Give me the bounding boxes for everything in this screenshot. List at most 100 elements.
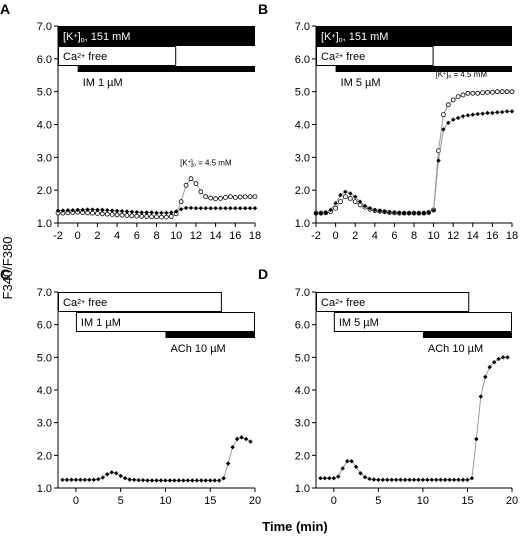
treatment-bar-label: Ca2+ free xyxy=(63,51,107,63)
data-point xyxy=(357,199,363,204)
data-point xyxy=(131,477,137,483)
data-point xyxy=(323,210,328,216)
data-point xyxy=(96,476,101,482)
data-point xyxy=(237,194,243,200)
data-point xyxy=(91,477,97,483)
data-point xyxy=(338,192,343,198)
treatment-bar-label-base: Ca xyxy=(63,51,78,63)
x-tick-label: -2 xyxy=(311,230,321,242)
treatment-bar-label: [K+]o, 151 mM xyxy=(321,31,388,44)
treatment-bar-label-base: Ca xyxy=(321,51,336,63)
data-point xyxy=(367,476,372,482)
y-tick-label: 3.0 xyxy=(37,152,52,164)
data-point xyxy=(118,473,123,479)
data-point xyxy=(487,364,492,370)
treatment-bar-label-base: IM 5 µM xyxy=(339,317,379,329)
data-point xyxy=(78,477,83,483)
y-tick-label: 5.0 xyxy=(37,352,52,364)
x-tick-label: 14 xyxy=(209,230,221,242)
data-point xyxy=(104,211,110,217)
data-point xyxy=(504,89,510,95)
series-line xyxy=(62,436,251,481)
data-point xyxy=(327,476,332,481)
annotation-label: [K+]o = 4.5 mM xyxy=(180,159,232,169)
data-point xyxy=(331,476,337,481)
data-point xyxy=(376,477,381,483)
data-point xyxy=(129,209,135,215)
treatment-bar-label-base: ACh 10 µM xyxy=(170,343,225,355)
data-point xyxy=(342,194,348,200)
data-point xyxy=(100,475,105,480)
y-tick-label: 7.0 xyxy=(295,21,310,33)
data-point xyxy=(144,210,149,215)
y-tick-label: 7.0 xyxy=(37,21,52,33)
y-axis-label: F340/F380 xyxy=(0,237,15,300)
data-point xyxy=(221,476,226,481)
y-tick-label: 4.0 xyxy=(295,385,310,397)
y-tick-label: 2.0 xyxy=(37,185,52,197)
data-point xyxy=(85,207,90,212)
data-point xyxy=(475,111,480,117)
data-point xyxy=(124,209,130,214)
treatment-bar xyxy=(422,332,512,338)
series-filled xyxy=(55,205,258,216)
data-point xyxy=(223,206,228,211)
treatment-bar-label: IM 5 µM xyxy=(339,317,379,329)
treatment-bar-label-rest: ] xyxy=(336,31,339,43)
data-point xyxy=(158,478,164,483)
annotation-label-rest: ] xyxy=(191,159,193,168)
data-point xyxy=(114,212,120,218)
data-point xyxy=(434,477,439,483)
data-point xyxy=(100,207,105,213)
treatment-bar-label-base: [K xyxy=(321,31,332,43)
data-point xyxy=(480,111,485,116)
data-point xyxy=(145,478,150,483)
data-point xyxy=(208,195,214,201)
y-tick-label: 6.0 xyxy=(295,54,310,66)
treatment-bar-label: ACh 10 µM xyxy=(170,343,225,355)
y-tick-label: 1.0 xyxy=(295,218,310,230)
x-tick-label: 0 xyxy=(75,230,81,242)
y-tick-label: 5.0 xyxy=(295,87,310,99)
data-point xyxy=(188,205,194,211)
panel-a: A 1.0 2.0 3.0 4.0 5.0 6.0 7.0 -2 0 2 4 6 8 10 12 14 16 18 [… xyxy=(0,1,261,242)
data-point xyxy=(358,471,363,476)
data-point xyxy=(234,436,240,442)
annotation-label-tail: = 4.5 mM xyxy=(196,159,232,168)
data-point xyxy=(499,89,505,95)
y-tick-label: 6.0 xyxy=(295,320,310,332)
data-point xyxy=(469,476,475,481)
treatment-bar-label: IM 1 µM xyxy=(83,77,123,89)
data-point xyxy=(154,210,159,216)
treatment-bar-label-tail: , 151 mM xyxy=(85,31,131,43)
panel-c: C 1.0 2.0 3.0 4.0 5.0 6.0 7.0 0 5 10 15 20 Ca2+ free I… xyxy=(0,266,261,507)
data-point xyxy=(336,474,341,479)
data-point xyxy=(172,478,177,483)
treatment-bar xyxy=(58,292,222,312)
x-tick-label: 18 xyxy=(506,230,518,242)
data-point xyxy=(193,206,199,211)
treatment-bar-label: IM 5 µM xyxy=(341,77,381,89)
data-point xyxy=(194,478,199,483)
data-point xyxy=(446,120,451,126)
data-point xyxy=(318,210,324,216)
x-tick-label: 18 xyxy=(249,230,261,242)
data-point xyxy=(228,206,233,211)
data-point xyxy=(122,476,128,481)
data-point xyxy=(500,355,506,360)
data-point xyxy=(490,110,495,116)
x-tick-label: 16 xyxy=(229,230,241,242)
data-point xyxy=(199,478,204,483)
x-tick-label: 10 xyxy=(427,230,439,242)
treatment-bar-label-base: ACh 10 µM xyxy=(428,343,483,355)
data-point xyxy=(203,206,208,211)
data-point xyxy=(407,477,412,483)
treatment-bar-label-base: IM 5 µM xyxy=(341,77,381,89)
data-point xyxy=(450,97,456,103)
data-point xyxy=(183,182,189,188)
treatment-bar-label-tail: free xyxy=(343,297,365,309)
data-point xyxy=(398,477,403,483)
data-point xyxy=(181,478,186,483)
data-point xyxy=(134,213,140,219)
data-point xyxy=(402,477,408,483)
